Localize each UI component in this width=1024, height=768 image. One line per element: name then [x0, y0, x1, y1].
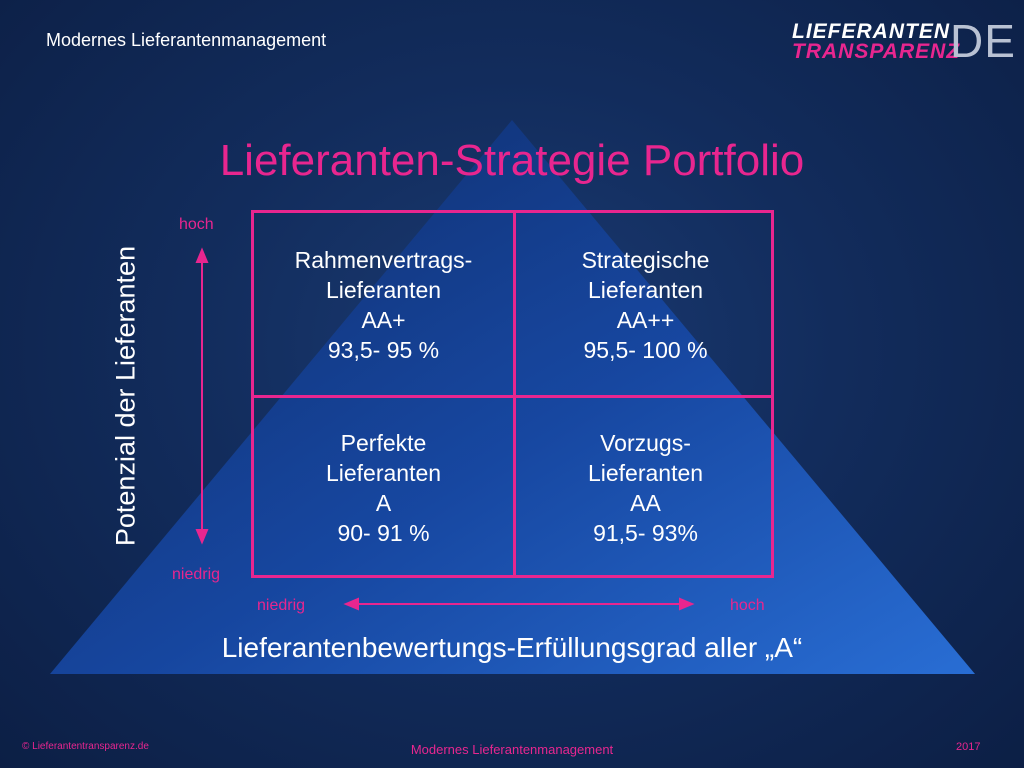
quadrant-line: Perfekte — [340, 430, 427, 456]
quadrant-top-left: Rahmenvertrags- Lieferanten AA+ 93,5- 95… — [254, 245, 513, 365]
quadrant-line: 90- 91 % — [337, 520, 430, 546]
grid-horizontal-divider — [254, 395, 771, 398]
quadrant-bottom-right: Vorzugs- Lieferanten AA 91,5- 93% — [516, 428, 775, 548]
quadrant-line: 93,5- 95 % — [327, 337, 440, 363]
quadrant-line: 95,5- 100 % — [583, 337, 708, 363]
quadrant-line: AA++ — [616, 307, 675, 333]
portfolio-grid: Rahmenvertrags- Lieferanten AA+ 93,5- 95… — [251, 210, 774, 578]
quadrant-bottom-left: Perfekte Lieferanten A 90- 91 % — [254, 428, 513, 548]
y-axis-arrow-down-head — [195, 529, 209, 545]
quadrant-top-right: Strategische Lieferanten AA++ 95,5- 100 … — [516, 245, 775, 365]
logo-line2: TRANSPARENZ — [792, 40, 961, 63]
x-axis-arrow-right-head — [679, 597, 695, 611]
quadrant-line: Vorzugs- — [600, 430, 691, 456]
footer-center-title: Modernes Lieferantenmanagement — [410, 742, 614, 757]
brand-logo: LIEFERANTEN TRANSPARENZ DE — [792, 15, 1015, 67]
logo-suffix: DE — [950, 15, 1016, 67]
x-axis-high-label: hoch — [730, 597, 765, 614]
logo-line1: LIEFERANTEN — [792, 20, 950, 43]
diagram-title: Lieferanten-Strategie Portfolio — [219, 136, 805, 185]
y-axis-title: Potenzial der Lieferanten — [110, 245, 141, 547]
quadrant-line: Lieferanten — [587, 460, 704, 486]
quadrant-line: AA — [630, 490, 661, 516]
footer-year: 2017 — [956, 741, 981, 753]
x-axis-title: Lieferantenbewertungs-Erfüllungsgrad all… — [221, 632, 803, 663]
x-axis-low-label: niedrig — [257, 597, 306, 614]
header-title: Modernes Lieferantenmanagement — [46, 30, 327, 50]
quadrant-line: Lieferanten — [587, 277, 704, 303]
quadrant-line: Strategische — [581, 247, 710, 273]
quadrant-line: A — [375, 490, 392, 516]
quadrant-line: AA+ — [361, 307, 406, 333]
quadrant-line: Lieferanten — [325, 277, 442, 303]
quadrant-line: 91,5- 93% — [593, 520, 698, 546]
y-axis-arrow-up-head — [195, 247, 209, 263]
quadrant-line: Lieferanten — [325, 460, 442, 486]
y-axis-low-label: niedrig — [172, 566, 221, 583]
quadrant-line: Rahmenvertrags- — [294, 247, 473, 273]
footer-copyright: © Lieferantentransparenz.de — [22, 741, 149, 752]
grid-vertical-divider — [513, 213, 516, 575]
y-axis-high-label: hoch — [179, 216, 214, 233]
x-axis-arrow-left-head — [343, 597, 359, 611]
